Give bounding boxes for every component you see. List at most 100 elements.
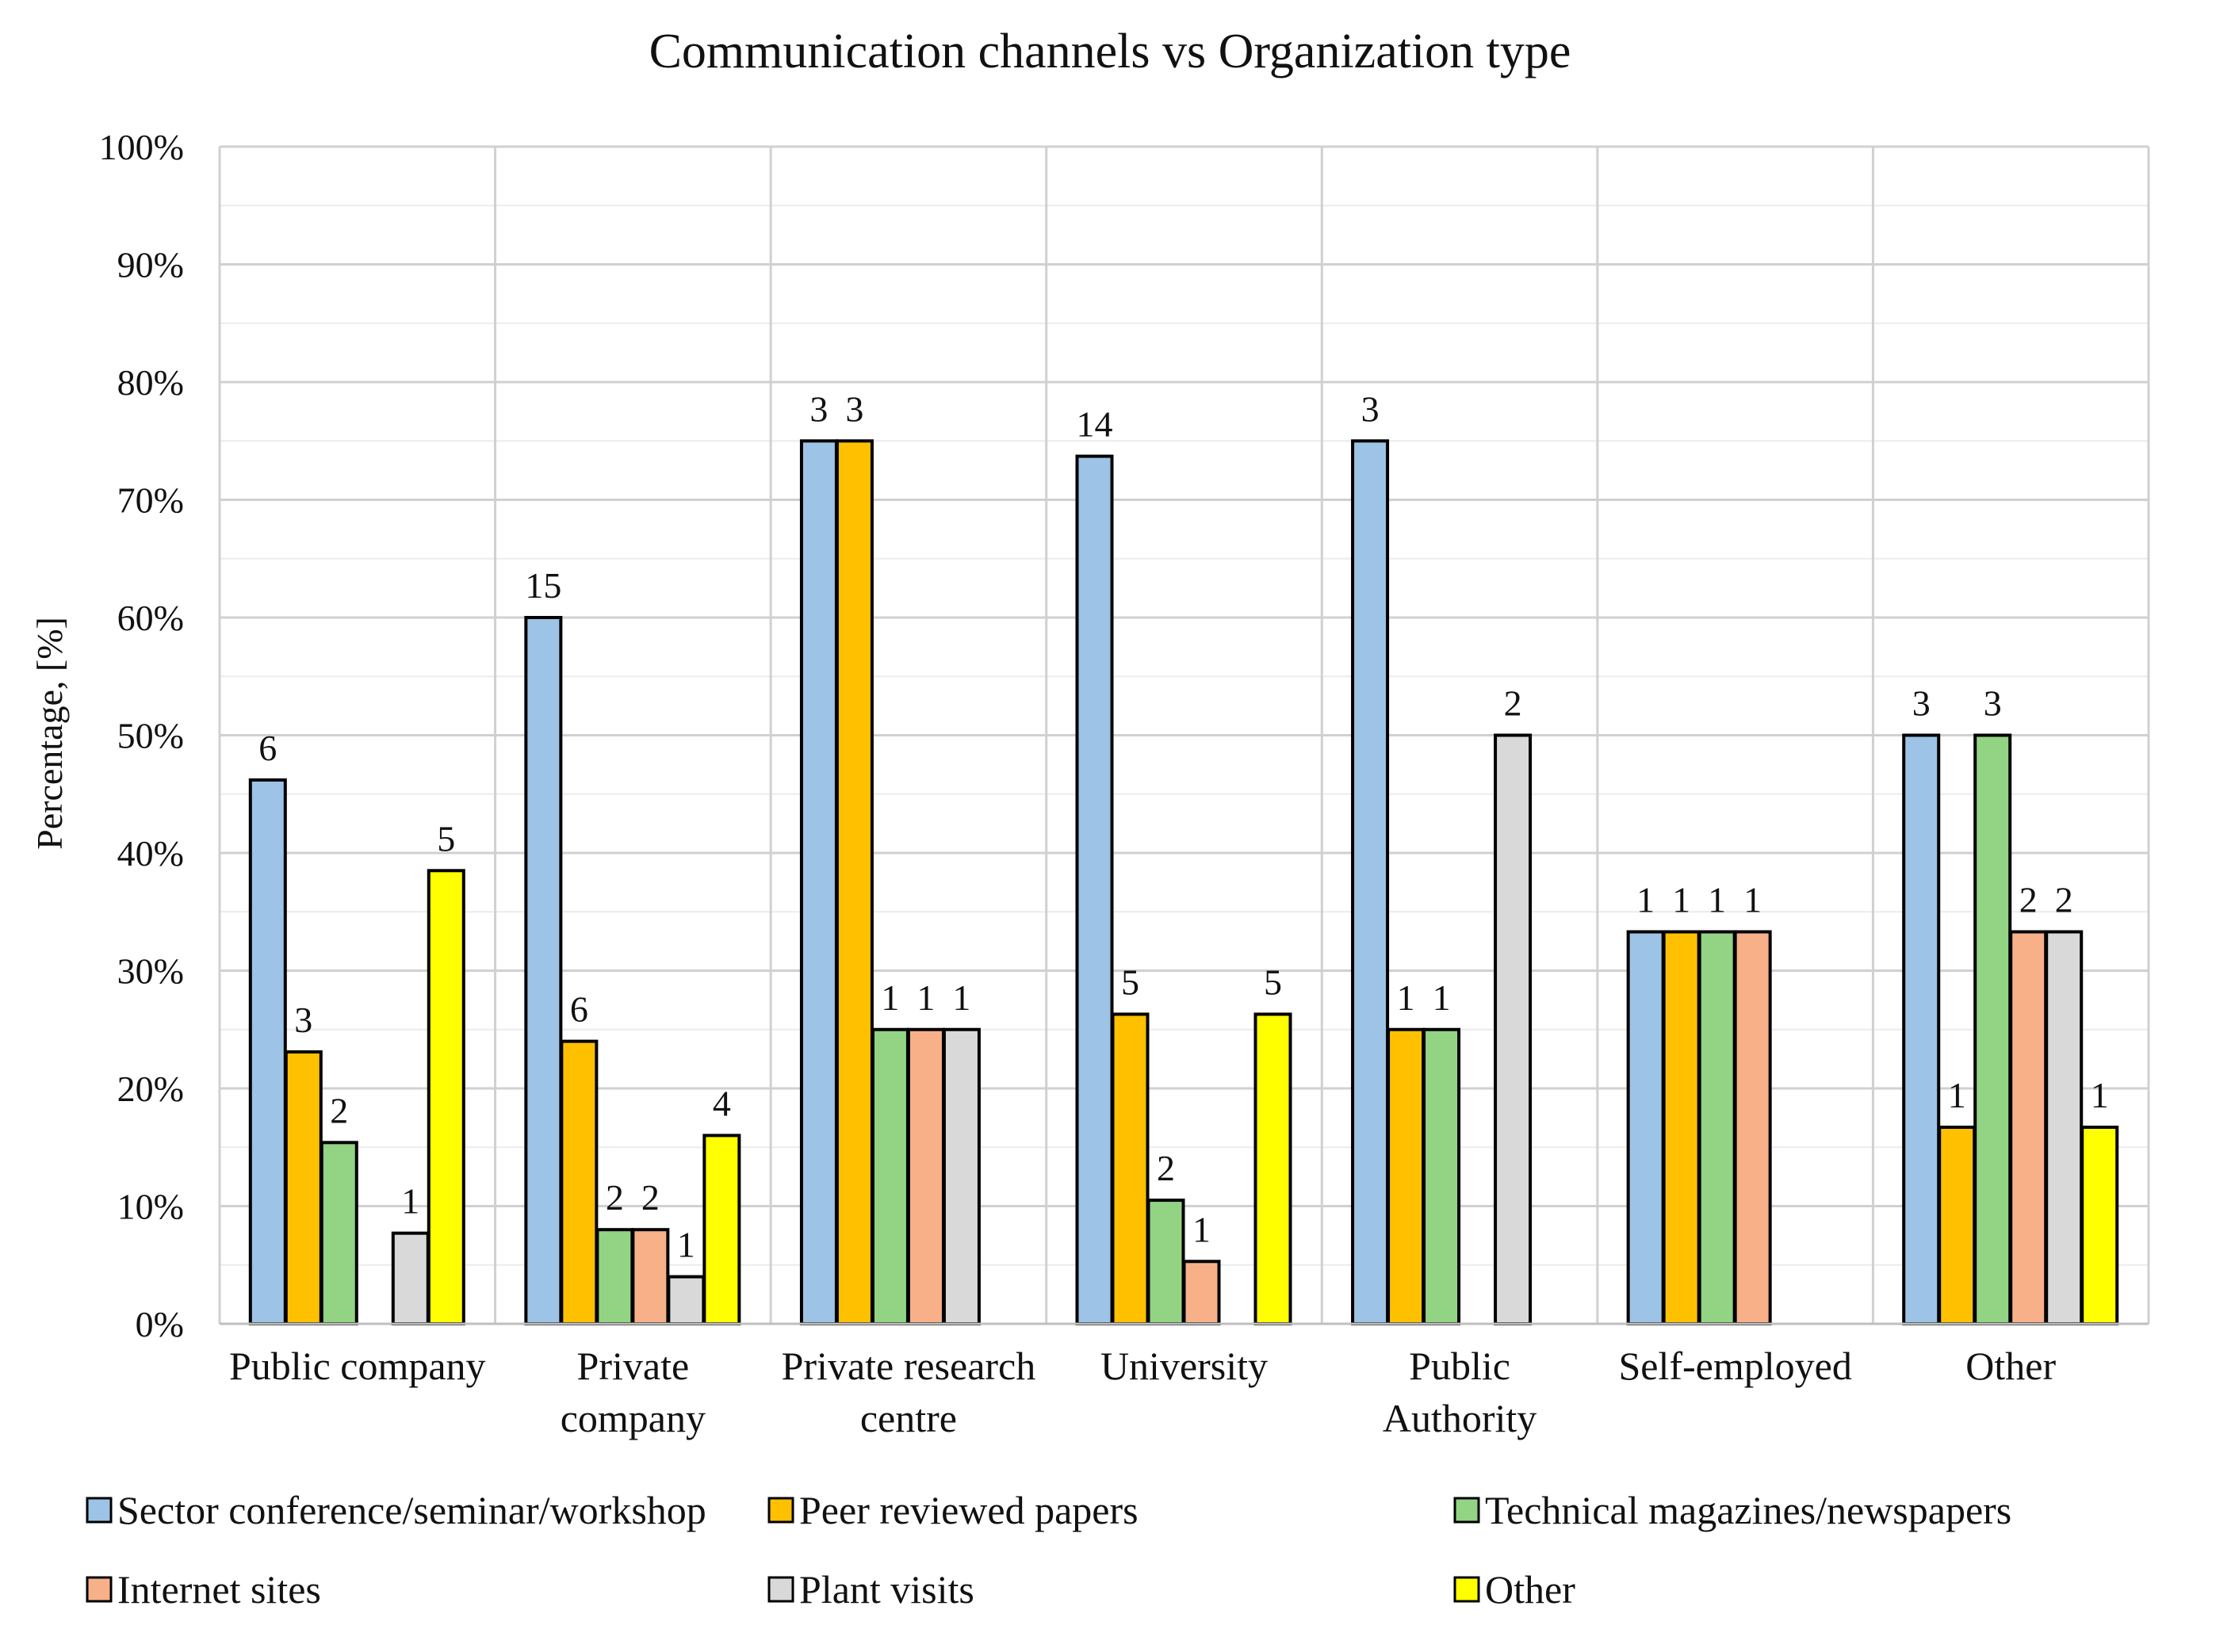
x-tick-label: Private: [577, 1344, 690, 1388]
y-tick-label: 20%: [117, 1069, 184, 1109]
data-label: 4: [713, 1083, 731, 1123]
x-tick-label: Public: [1409, 1344, 1510, 1388]
legend-label: Technical magazines/newspapers: [1485, 1488, 2011, 1532]
bar: [248, 778, 287, 1325]
legend-swatch: [1453, 1576, 1480, 1603]
data-label: 3: [1984, 683, 2002, 724]
bars: [248, 439, 2119, 1326]
legend-label: Plant visits: [799, 1567, 974, 1612]
y-tick-label: 100%: [99, 127, 184, 167]
legend-swatch: [86, 1497, 113, 1524]
y-tick-label: 80%: [117, 362, 184, 403]
bar: [1494, 733, 1533, 1325]
data-label: 1: [1743, 879, 1762, 920]
data-label: 1: [917, 977, 935, 1018]
data-label: 1: [952, 977, 970, 1018]
legend-swatch: [767, 1576, 794, 1603]
data-label: 3: [1912, 683, 1931, 724]
y-tick-label: 30%: [117, 951, 184, 992]
bar: [1253, 1012, 1292, 1325]
y-tick-label: 50%: [117, 716, 184, 756]
y-tick-label: 70%: [117, 480, 184, 521]
bar: [595, 1228, 634, 1325]
legend-swatch: [767, 1497, 794, 1524]
data-label: 5: [1121, 962, 1139, 1002]
legend-label: Sector conference/seminar/workshop: [117, 1488, 706, 1532]
x-tick-label: Self-employed: [1618, 1344, 1851, 1388]
data-label: 2: [1504, 683, 1522, 724]
legend: Sector conference/seminar/workshop Peer r…: [86, 1488, 2011, 1612]
x-tick-label: Private research: [782, 1344, 1036, 1388]
data-label: 3: [294, 1000, 312, 1040]
bar: [1387, 1027, 1426, 1325]
legend-swatch: [86, 1576, 113, 1603]
data-label: 3: [1361, 388, 1380, 429]
legend-swatch: [1453, 1497, 1480, 1524]
bar: [1626, 930, 1665, 1325]
bar: [2045, 930, 2084, 1325]
bar: [799, 439, 838, 1325]
x-tick-label: Authority: [1383, 1396, 1537, 1440]
bar: [1422, 1027, 1461, 1325]
y-tick-label: 40%: [117, 833, 184, 874]
bar: [631, 1228, 670, 1325]
data-label: 2: [2055, 879, 2073, 920]
x-tick-label: Other: [1965, 1344, 2056, 1388]
data-label: 5: [437, 818, 455, 859]
bar: [1351, 439, 1390, 1325]
data-label: 1: [1397, 977, 1415, 1018]
bar: [702, 1134, 741, 1326]
x-tick-label: centre: [860, 1396, 957, 1440]
bar: [2080, 1126, 2119, 1325]
bar: [1902, 733, 1941, 1325]
bar: [1075, 454, 1114, 1325]
data-label: 2: [641, 1177, 660, 1218]
bar: [320, 1141, 358, 1326]
bar: [1111, 1012, 1150, 1325]
y-tick-label: 90%: [117, 245, 184, 285]
data-label: 1: [1636, 879, 1655, 920]
bar: [524, 616, 563, 1325]
data-label: 2: [2019, 879, 2038, 920]
y-tick-label: 10%: [117, 1187, 184, 1227]
gridlines: [218, 145, 2150, 1325]
data-label: 5: [1264, 962, 1282, 1002]
data-label: 1: [1948, 1075, 1966, 1115]
data-label: 6: [570, 989, 588, 1030]
bar: [906, 1027, 945, 1325]
data-label: 1: [881, 977, 899, 1018]
bar: [1733, 930, 1772, 1325]
bar: [391, 1231, 430, 1326]
data-label: 1: [677, 1225, 695, 1265]
data-label: 2: [1157, 1148, 1175, 1188]
data-label: 1: [1672, 879, 1690, 920]
bar: [1146, 1199, 1185, 1325]
bar: [560, 1039, 599, 1325]
bar: [1662, 930, 1701, 1325]
data-label: 6: [258, 728, 277, 768]
data-label: 1: [401, 1181, 419, 1222]
bar: [1938, 1126, 1977, 1325]
legend-label: Peer reviewed papers: [799, 1488, 1139, 1532]
bar: [835, 439, 874, 1325]
bar: [427, 869, 465, 1325]
x-tick-label: company: [561, 1396, 706, 1440]
bar: [1973, 733, 2012, 1325]
bar: [2009, 930, 2048, 1325]
bar: [1697, 930, 1736, 1325]
bar: [942, 1027, 981, 1325]
data-label: 2: [330, 1090, 348, 1130]
data-label: 1: [1433, 977, 1451, 1018]
data-label: 2: [606, 1177, 624, 1218]
legend-label: Internet sites: [117, 1567, 321, 1612]
x-tick-label: University: [1100, 1344, 1268, 1388]
axes: 0% 10% 20% 30% 40% 50% 60% 70% 80% 90% 100% Public …: [99, 127, 2149, 1440]
data-label: 1: [2091, 1075, 2109, 1115]
data-label: 3: [809, 388, 828, 429]
data-label: 15: [525, 565, 561, 606]
y-tick-label: 60%: [117, 598, 184, 638]
bar: [667, 1275, 706, 1325]
data-label: 3: [845, 388, 863, 429]
